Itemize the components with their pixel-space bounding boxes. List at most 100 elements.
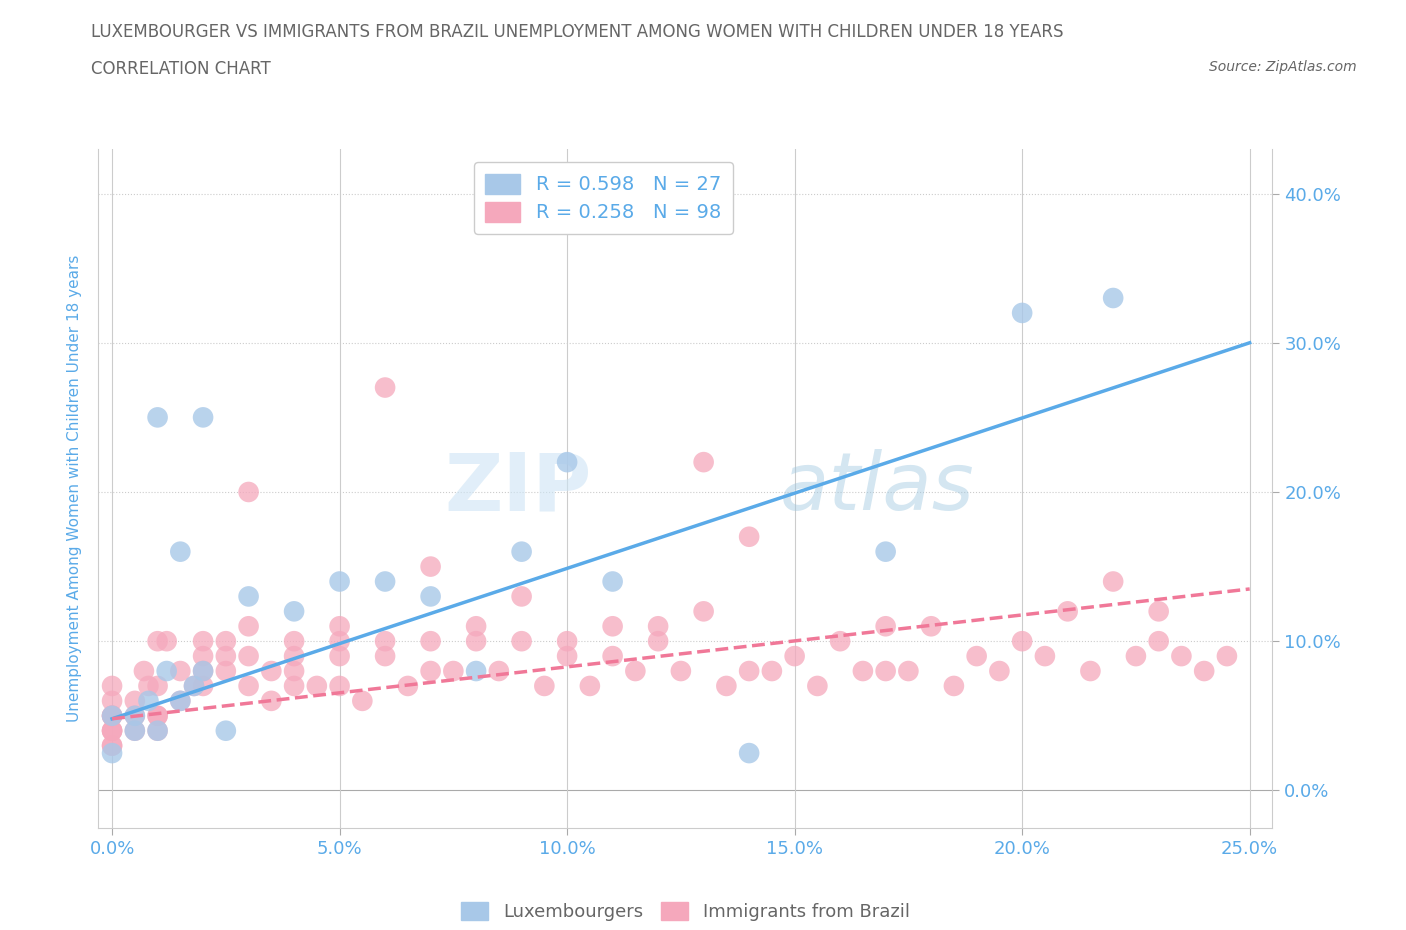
Point xyxy=(260,664,283,679)
Point xyxy=(169,664,191,679)
Point xyxy=(988,664,1011,679)
Point xyxy=(101,709,124,724)
Point xyxy=(1216,648,1239,663)
Point xyxy=(1011,305,1033,320)
Point xyxy=(101,738,124,753)
Point xyxy=(169,544,191,559)
Point xyxy=(283,679,305,694)
Point xyxy=(1011,633,1033,648)
Point xyxy=(1125,648,1147,663)
Point xyxy=(897,664,920,679)
Point xyxy=(146,724,169,738)
Point xyxy=(238,618,260,633)
Point xyxy=(283,648,305,663)
Point xyxy=(146,724,169,738)
Point xyxy=(875,618,897,633)
Point xyxy=(283,604,305,618)
Point xyxy=(146,709,169,724)
Point xyxy=(146,410,169,425)
Point xyxy=(138,679,160,694)
Point xyxy=(138,694,160,709)
Point xyxy=(806,679,828,694)
Point xyxy=(419,559,441,574)
Point xyxy=(419,589,441,604)
Point xyxy=(374,574,396,589)
Point xyxy=(283,664,305,679)
Text: CORRELATION CHART: CORRELATION CHART xyxy=(91,60,271,78)
Point xyxy=(510,633,533,648)
Point xyxy=(352,694,374,709)
Point xyxy=(647,618,669,633)
Point xyxy=(942,679,965,694)
Point xyxy=(1102,290,1125,305)
Point xyxy=(329,648,352,663)
Point xyxy=(374,380,396,395)
Point xyxy=(101,709,124,724)
Point xyxy=(124,724,146,738)
Point xyxy=(124,724,146,738)
Point xyxy=(238,648,260,663)
Point xyxy=(738,746,761,761)
Point xyxy=(738,664,761,679)
Point xyxy=(374,633,396,648)
Point xyxy=(830,633,852,648)
Point xyxy=(1192,664,1215,679)
Point xyxy=(329,574,352,589)
Point xyxy=(183,679,205,694)
Point xyxy=(966,648,988,663)
Point xyxy=(305,679,328,694)
Point xyxy=(692,604,714,618)
Point xyxy=(852,664,875,679)
Point xyxy=(124,709,146,724)
Point xyxy=(465,633,488,648)
Point xyxy=(1056,604,1078,618)
Point xyxy=(132,664,155,679)
Point xyxy=(920,618,942,633)
Point xyxy=(238,679,260,694)
Point xyxy=(602,618,624,633)
Point xyxy=(441,664,464,679)
Text: Source: ZipAtlas.com: Source: ZipAtlas.com xyxy=(1209,60,1357,74)
Point xyxy=(101,679,124,694)
Point xyxy=(1080,664,1102,679)
Point xyxy=(191,633,214,648)
Point xyxy=(716,679,738,694)
Point xyxy=(191,664,214,679)
Point xyxy=(146,633,169,648)
Point xyxy=(215,664,238,679)
Point xyxy=(329,679,352,694)
Point xyxy=(124,694,146,709)
Point xyxy=(465,664,488,679)
Point xyxy=(101,724,124,738)
Legend: Luxembourgers, Immigrants from Brazil: Luxembourgers, Immigrants from Brazil xyxy=(454,895,917,928)
Point xyxy=(555,455,578,470)
Point xyxy=(647,633,669,648)
Point xyxy=(624,664,647,679)
Point xyxy=(191,679,214,694)
Point xyxy=(1147,604,1170,618)
Point xyxy=(169,694,191,709)
Point xyxy=(533,679,555,694)
Point xyxy=(101,724,124,738)
Point xyxy=(1033,648,1056,663)
Point xyxy=(602,574,624,589)
Text: atlas: atlas xyxy=(779,449,974,527)
Point xyxy=(238,589,260,604)
Point xyxy=(260,694,283,709)
Point xyxy=(1147,633,1170,648)
Point xyxy=(101,746,124,761)
Point xyxy=(215,724,238,738)
Y-axis label: Unemployment Among Women with Children Under 18 years: Unemployment Among Women with Children U… xyxy=(67,255,83,722)
Point xyxy=(191,410,214,425)
Point xyxy=(146,709,169,724)
Point xyxy=(169,694,191,709)
Point xyxy=(146,679,169,694)
Point xyxy=(419,664,441,679)
Point xyxy=(465,618,488,633)
Point xyxy=(419,633,441,648)
Text: ZIP: ZIP xyxy=(444,449,592,527)
Point xyxy=(602,648,624,663)
Point xyxy=(183,679,205,694)
Point xyxy=(329,618,352,633)
Point xyxy=(191,664,214,679)
